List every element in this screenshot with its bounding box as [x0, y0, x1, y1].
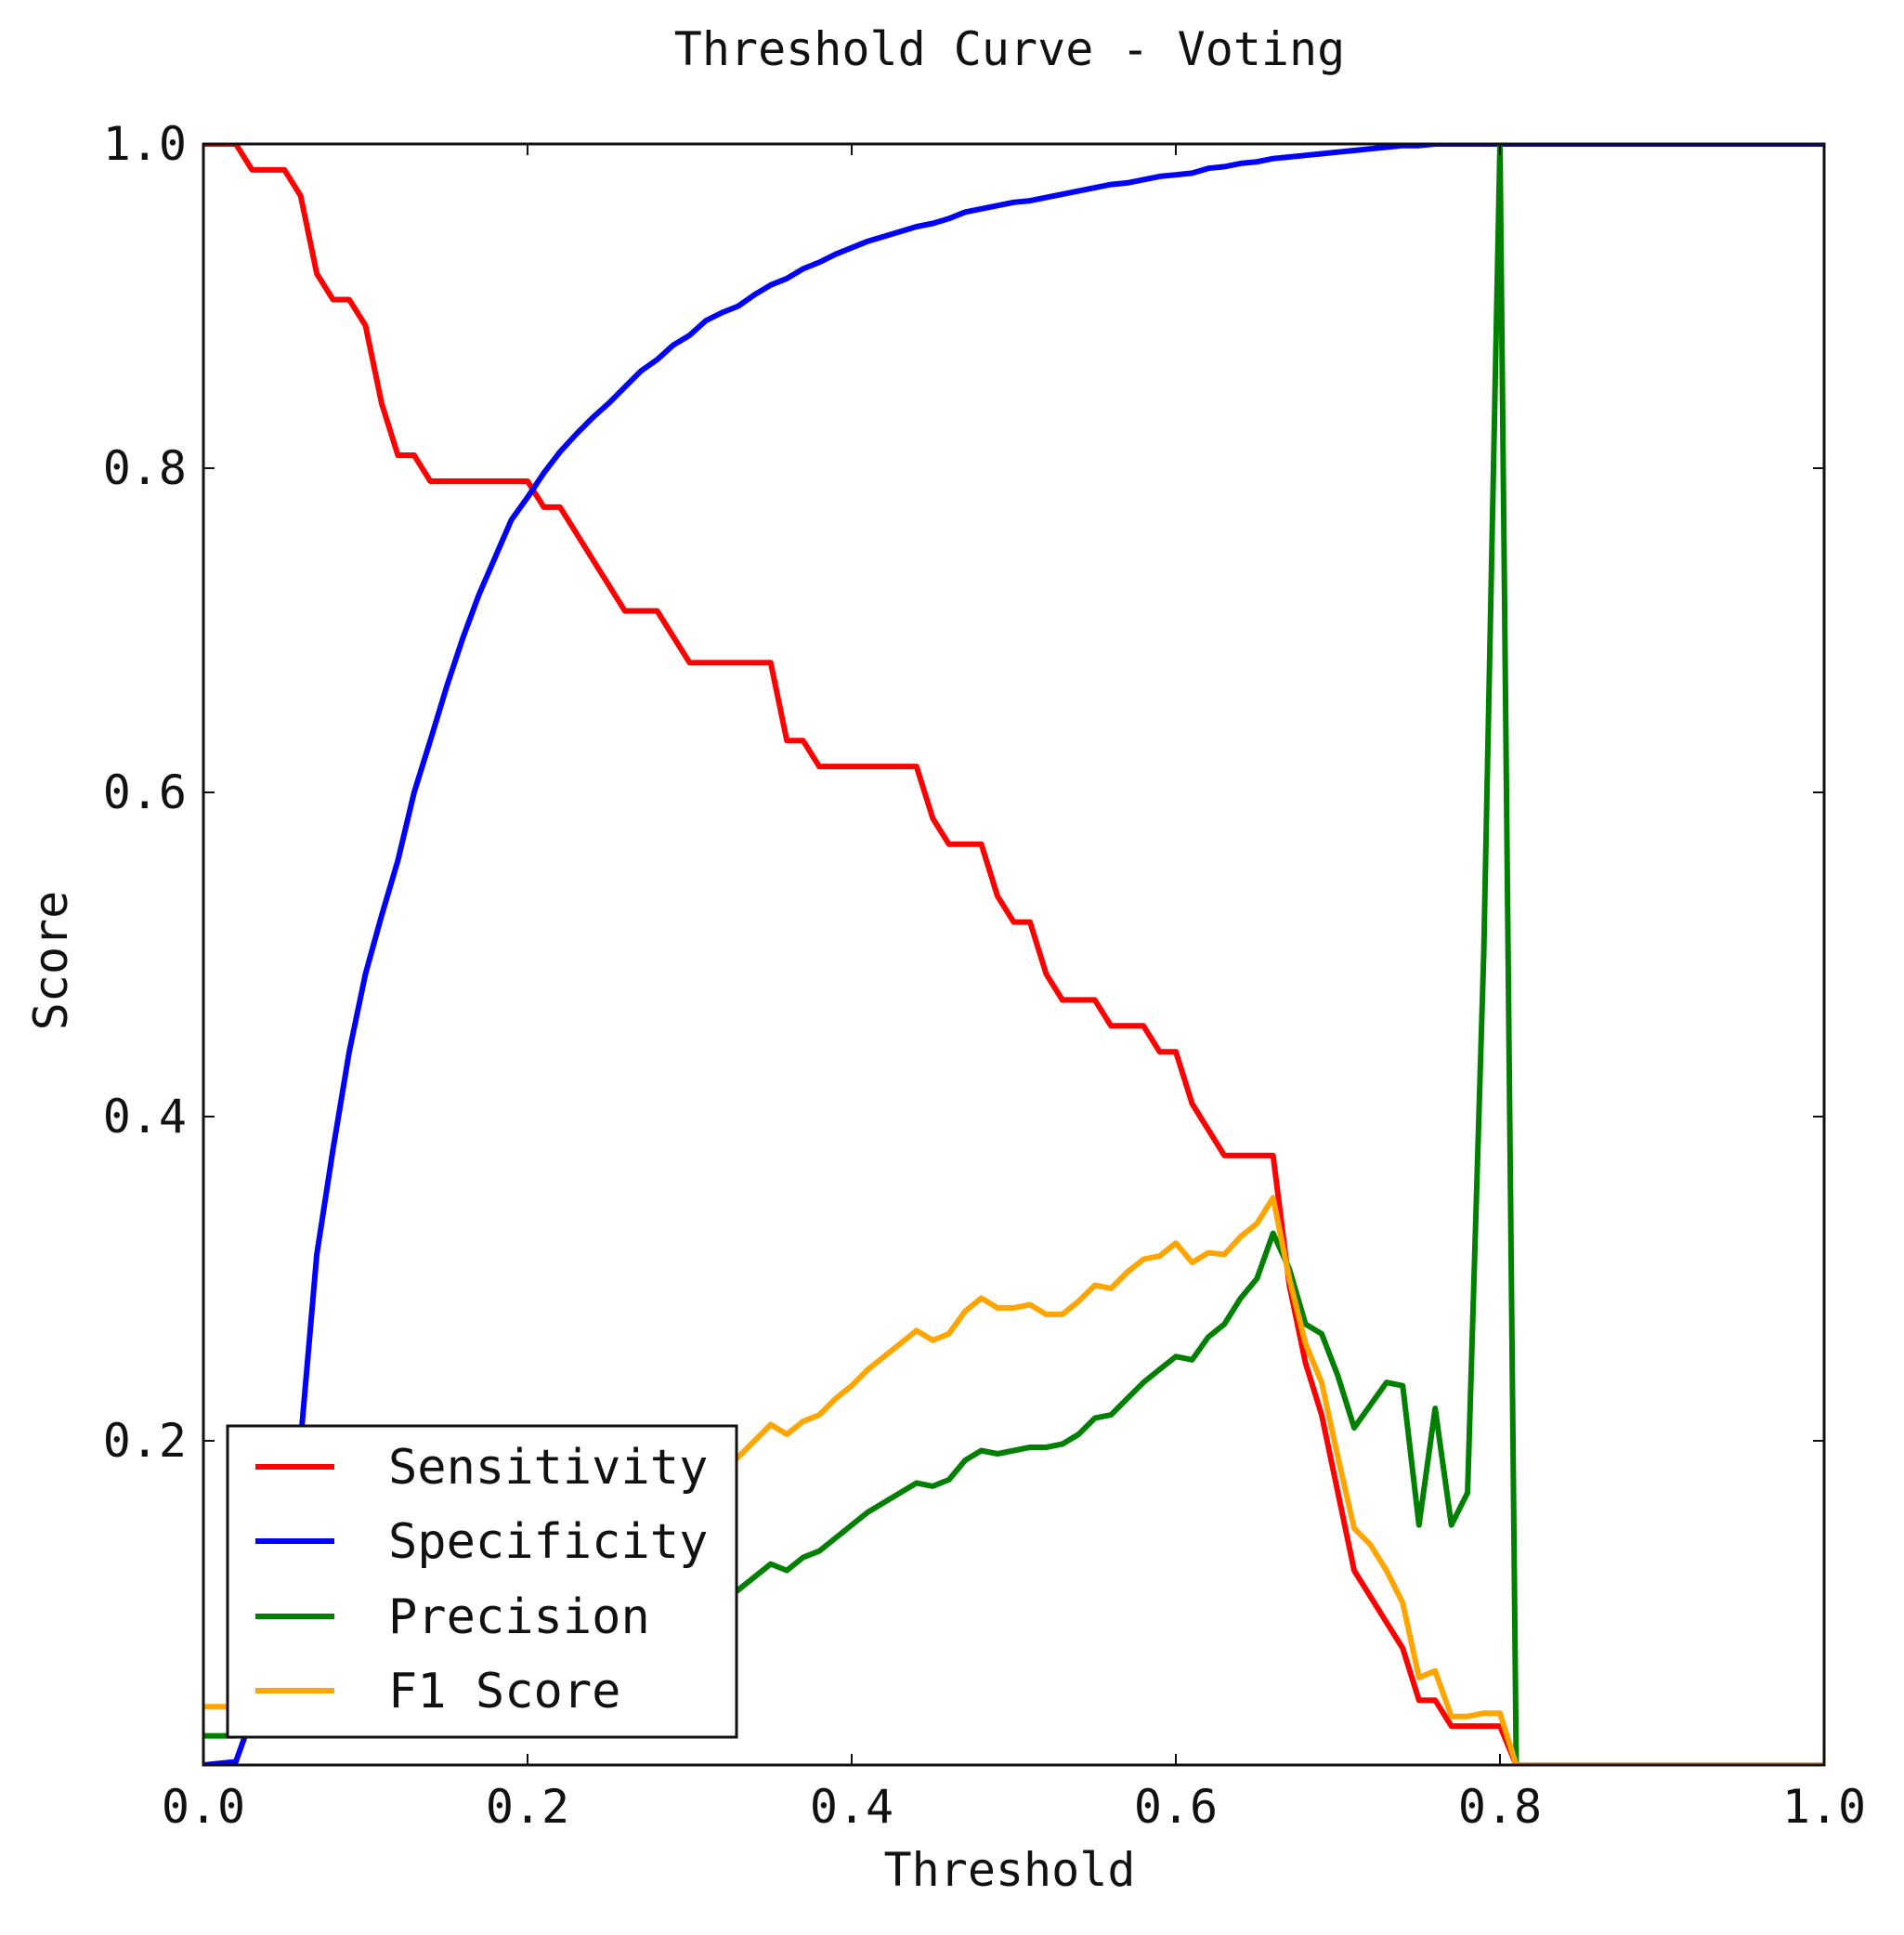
y-tick-label: 1.0: [103, 117, 187, 171]
x-axis-label: Threshold: [884, 1843, 1136, 1897]
series-line-f1-score: [203, 1195, 1824, 1765]
x-tick-label: 0.8: [1458, 1780, 1542, 1834]
plot-frame: [202, 142, 1826, 1767]
series-line-precision: [203, 144, 1824, 1765]
series-layer: [203, 144, 1824, 1765]
x-tick-label: 0.4: [810, 1780, 893, 1834]
series-line-specificity: [203, 144, 1824, 1765]
legend-label-precision: Precision: [388, 1589, 650, 1645]
x-tick-label: 0.0: [162, 1780, 245, 1834]
y-tick-label: 0.4: [103, 1090, 187, 1144]
x-tick-label: 1.0: [1782, 1780, 1866, 1834]
chart-title: Threshold Curve - Voting: [674, 22, 1345, 76]
y-tick-label: 0.6: [103, 765, 187, 819]
x-tick-label: 0.6: [1134, 1780, 1218, 1834]
legend-label-sensitivity: Sensitivity: [388, 1440, 708, 1496]
y-axis-label: Score: [24, 891, 78, 1031]
y-tick-label: 0.8: [103, 441, 187, 495]
x-tick-label: 0.2: [486, 1780, 569, 1834]
legend-label-specificity: Specificity: [388, 1514, 708, 1570]
series-line-sensitivity: [203, 144, 1824, 1765]
legend-label-f1-score: F1 Score: [388, 1664, 620, 1719]
ticks-layer: 0.0 0.2 0.4 0.6 0.8 1.0 0.2 0.4 0.6 0.8 1.0: [103, 117, 1866, 1834]
legend-box: [226, 1424, 738, 1739]
legend: Sensitivity Specificity Precision F1 Sco…: [226, 1424, 738, 1739]
y-tick-label: 0.2: [103, 1414, 187, 1468]
